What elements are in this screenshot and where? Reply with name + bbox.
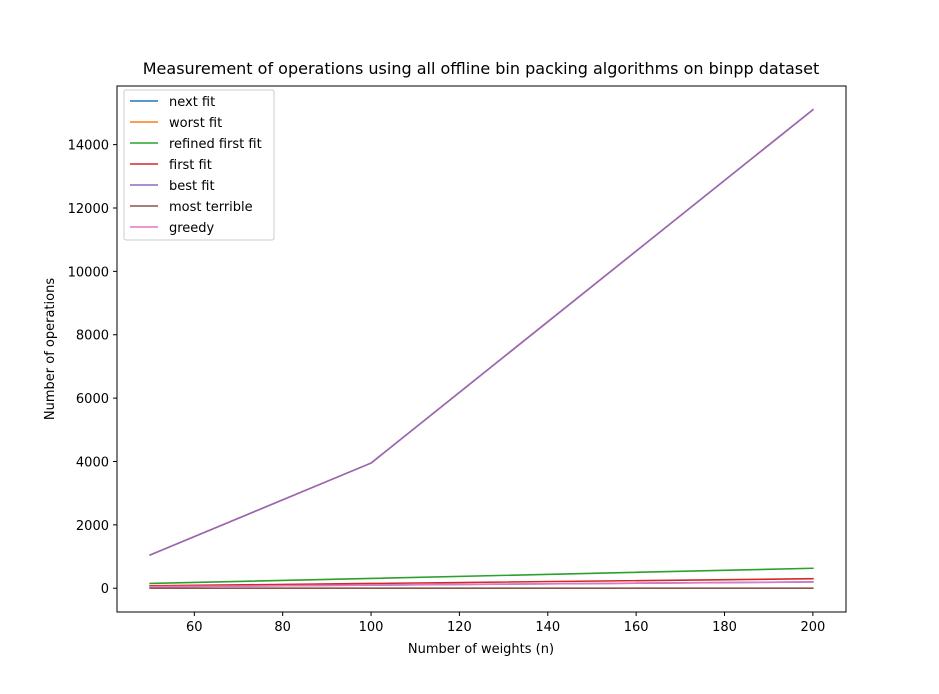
- x-tick-label: 160: [624, 620, 649, 635]
- legend-label: best fit: [169, 179, 215, 194]
- x-tick-label: 120: [447, 620, 472, 635]
- x-tick-label: 100: [359, 620, 384, 635]
- y-tick-label: 2000: [76, 519, 109, 534]
- y-tick-label: 8000: [76, 329, 109, 344]
- x-tick-label: 200: [800, 620, 825, 635]
- legend-label: most terrible: [169, 200, 253, 215]
- y-axis-ticks: 0 2000 4000 6000 8000 10000 12000 14000: [68, 139, 117, 597]
- legend-label: greedy: [169, 221, 215, 236]
- x-tick-label: 80: [274, 620, 291, 635]
- x-tick-label: 180: [712, 620, 737, 635]
- legend-box: [123, 89, 275, 241]
- chart-title: Measurement of operations using all offl…: [143, 59, 820, 78]
- x-tick-label: 140: [535, 620, 560, 635]
- y-axis-label: Number of operations: [43, 278, 58, 420]
- y-tick-label: 4000: [76, 455, 109, 470]
- x-tick-label: 60: [186, 620, 203, 635]
- y-tick-label: 6000: [76, 392, 109, 407]
- legend-label: first fit: [169, 158, 212, 173]
- y-tick-label: 12000: [68, 202, 109, 217]
- x-axis-ticks: 60 80 100 120 140 160 180 200: [186, 612, 825, 635]
- series-lines: [149, 108, 814, 590]
- series-line-greedy: [149, 581, 814, 588]
- y-tick-label: 10000: [68, 265, 109, 280]
- y-tick-label: 0: [101, 582, 109, 597]
- series-line-first-fit: [149, 577, 814, 587]
- legend-label: refined first fit: [169, 137, 262, 152]
- legend-label: next fit: [169, 95, 215, 110]
- x-axis-label: Number of weights (n): [408, 642, 554, 657]
- legend-label: worst fit: [169, 116, 222, 131]
- series-line-refined-first-fit: [149, 567, 814, 585]
- legend: next fit worst fit refined first fit first …: [123, 89, 275, 241]
- plot-frame: [116, 85, 847, 613]
- series-line-best-fit: [149, 108, 814, 557]
- y-tick-label: 14000: [68, 139, 109, 154]
